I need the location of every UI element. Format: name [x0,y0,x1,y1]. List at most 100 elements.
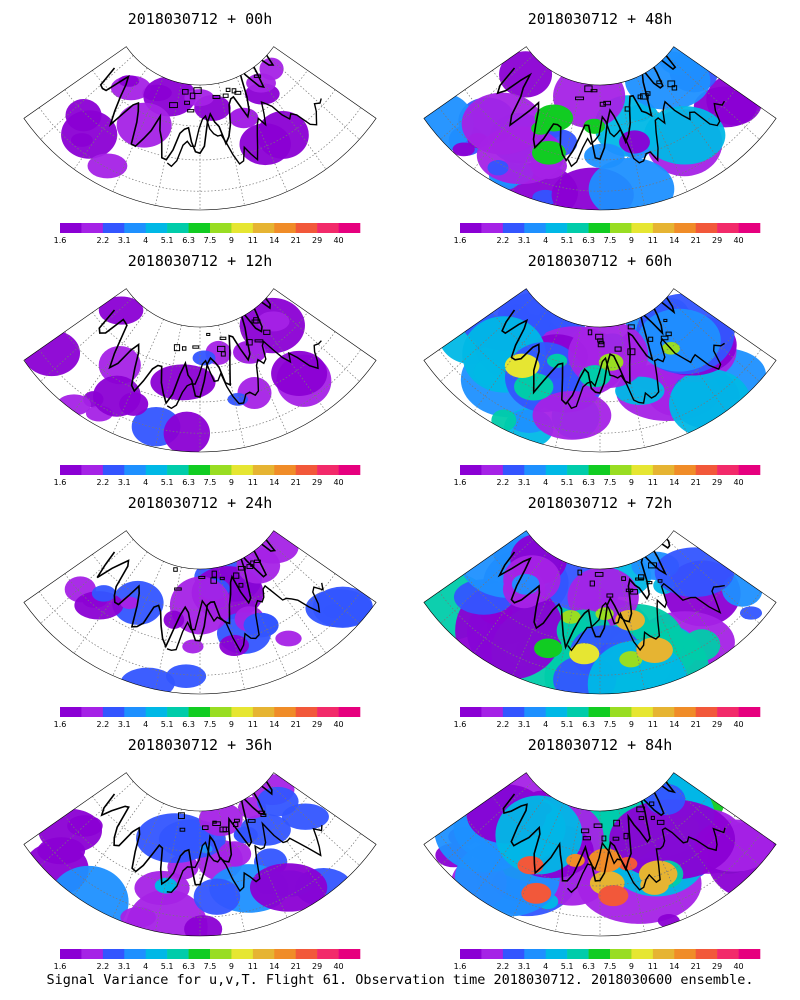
colorbar-label: 11 [648,236,658,245]
colorbar-swatch [674,949,697,959]
colorbar-swatch [567,707,589,717]
colorbar-swatch [210,707,232,717]
colorbar-label: 14 [669,962,679,971]
colorbar-label: 9 [229,478,234,487]
colorbar-label: 3.1 [118,478,131,487]
colorbar-label: 9 [629,962,634,971]
colorbar-label: 2.2 [496,720,509,729]
colorbar-swatch [81,223,104,233]
colorbar-swatch [210,465,232,475]
colorbar-swatch [124,707,147,717]
colorbar-label: 6.3 [182,962,195,971]
variance-blob [219,634,250,657]
colorbar-swatch [124,465,147,475]
colorbar-label: 29 [712,236,722,245]
panels-layer: 2018030712 + 00h 1.6 2.2 3.1 4 5.1 6.3 7.5 9 11 14… [23,10,777,971]
colorbar-swatch [210,223,232,233]
colorbar-label: 40 [733,478,743,487]
colorbar: 1.6 2.2 3.1 4 5.1 6.3 7.5 9 11 14 21 29 40 [54,707,361,729]
colorbar-label: 6.3 [182,236,195,245]
colorbar-label: 21 [291,478,301,487]
variance-blob [683,629,721,661]
variance-blob [65,99,102,132]
colorbar-label: 11 [248,962,258,971]
colorbar-label: 40 [733,962,743,971]
colorbar-swatch [317,949,339,959]
coastline [99,46,322,168]
colorbar-label: 1.6 [454,478,467,487]
colorbar-swatch [317,465,339,475]
colorbar-label: 9 [229,236,234,245]
variance-core [569,643,600,665]
colorbar-label: 11 [648,478,658,487]
colorbar-label: 4 [543,236,548,245]
variance-blob [163,411,211,453]
colorbar-swatch [295,949,318,959]
colorbar-swatch [252,223,275,233]
variance-field [23,772,377,936]
graticule [38,539,362,694]
colorbar-label: 14 [669,720,679,729]
variance-blob [67,815,103,837]
colorbar-swatch [81,707,104,717]
map-outline [23,46,377,211]
graticule [38,55,362,210]
variance-blob [257,111,309,159]
colorbar-swatch [81,465,104,475]
colorbar-label: 14 [269,236,279,245]
colorbar-label: 1.6 [54,478,67,487]
colorbar-swatch [652,465,675,475]
variance-core [588,848,623,873]
panel-title: 2018030712 + 48h [528,10,673,28]
colorbar-label: 29 [312,720,322,729]
colorbar-label: 40 [333,962,343,971]
variance-core [531,140,566,165]
colorbar-swatch [102,707,125,717]
variance-blob [275,630,302,647]
map-panel: 2018030712 + 24h 1.6 2.2 3.1 4 5.1 6.3 7.5 9 11 14… [23,494,377,729]
map-panel: 2018030712 + 00h 1.6 2.2 3.1 4 5.1 6.3 7.5 9 11 14… [23,10,377,245]
colorbar-swatch [252,707,275,717]
colorbar-swatch [60,465,82,475]
colorbar-label: 3.1 [118,720,131,729]
colorbar-swatch [338,223,361,233]
colorbar-swatch [631,949,654,959]
variance-blob [70,133,93,147]
colorbar-swatch [274,465,297,475]
colorbar-label: 7.5 [604,962,617,971]
variance-field [23,46,377,210]
colorbar-label: 7.5 [604,720,617,729]
colorbar-swatch [502,707,525,717]
colorbar-swatch [695,465,718,475]
variance-blob [56,394,92,416]
variance-core [534,638,563,659]
variance-core [640,874,669,895]
colorbar-swatch [545,707,568,717]
colorbar-swatch [338,465,361,475]
colorbar-label: 21 [691,720,701,729]
variance-core [229,107,259,129]
colorbar-swatch [502,223,525,233]
colorbar-label: 6.3 [582,720,595,729]
colorbar-label: 7.5 [604,478,617,487]
colorbar-label: 29 [312,962,322,971]
graticule [38,781,362,936]
colorbar-swatch [460,465,482,475]
colorbar-label: 40 [733,236,743,245]
graticule [438,539,762,694]
map-outline [23,772,377,937]
colorbar-label: 5.1 [561,720,574,729]
variance-blob [452,142,475,157]
colorbar-label: 21 [291,720,301,729]
colorbar-label: 11 [248,478,258,487]
colorbar-label: 7.5 [604,236,617,245]
colorbar-swatch [652,707,675,717]
colorbar-swatch [610,707,632,717]
colorbar-label: 5.1 [561,962,574,971]
colorbar-swatch [674,223,697,233]
variance-blob [98,345,141,385]
variance-core [517,856,544,875]
colorbar-swatch [167,465,189,475]
colorbar: 1.6 2.2 3.1 4 5.1 6.3 7.5 9 11 14 21 29 40 [454,707,761,729]
colorbar-swatch [460,223,482,233]
